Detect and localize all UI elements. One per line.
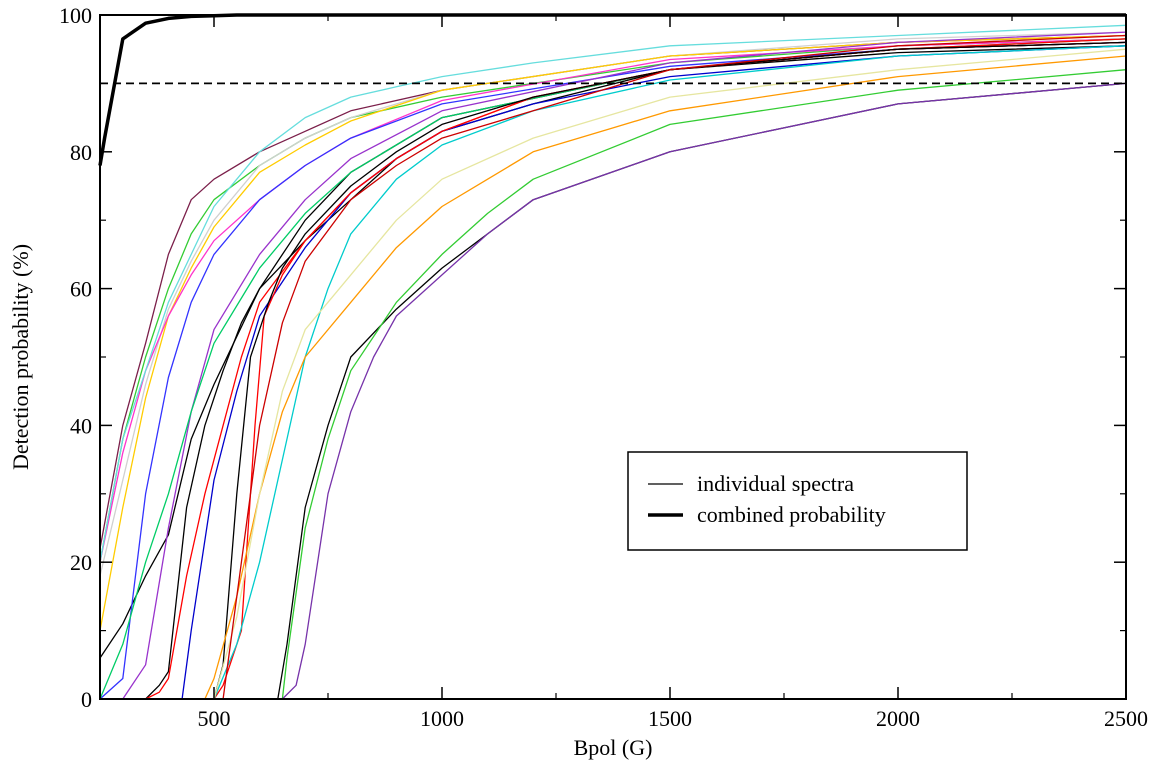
series-line-16 [204,55,1127,700]
series-layer [99,24,1127,700]
x-tick-label: 2500 [1104,706,1148,731]
series-line-9 [99,38,1127,700]
series-line-15 [213,45,1127,700]
series-line-19 [259,69,1127,700]
x-tick-label: 2000 [876,706,920,731]
legend-box [627,451,968,551]
x-tick-label: 1500 [648,706,692,731]
plot-frame [99,14,1127,700]
series-line-20 [281,82,1127,700]
series-line-7 [99,41,1127,700]
combined-layer [98,13,1126,166]
series-line-21 [99,24,1127,563]
legend-label-combined: combined probability [697,502,886,527]
series-line-8 [100,31,1127,700]
y-tick-label: 60 [70,277,92,302]
x-axis-label: Bpol (G) [574,735,653,760]
y-tick-label: 20 [70,550,92,575]
series-line-12 [168,45,1127,700]
series-line-18 [259,82,1127,700]
series-line-6 [99,45,1127,659]
series-line-22 [222,34,1127,700]
series-line-17 [213,48,1127,700]
series-line-10 [145,41,1127,700]
ticks-layer: 500 1000 1500 2000 2500 0 20 40 60 80 100 [59,3,1148,731]
y-tick-label: 40 [70,413,92,438]
legend-label-individual: individual spectra [697,471,854,496]
x-tick-label: 1000 [420,706,464,731]
x-tick-label: 500 [198,706,231,731]
y-tick-label: 80 [70,140,92,165]
series-line-4 [99,34,1127,631]
combined-probability-line [98,13,1126,166]
y-tick-label: 100 [59,3,92,28]
legend: individual spectra combined probability [627,451,968,551]
y-axis-label: Detection probability (%) [8,244,33,470]
y-tick-label: 0 [81,687,92,712]
series-line-14 [213,41,1127,700]
